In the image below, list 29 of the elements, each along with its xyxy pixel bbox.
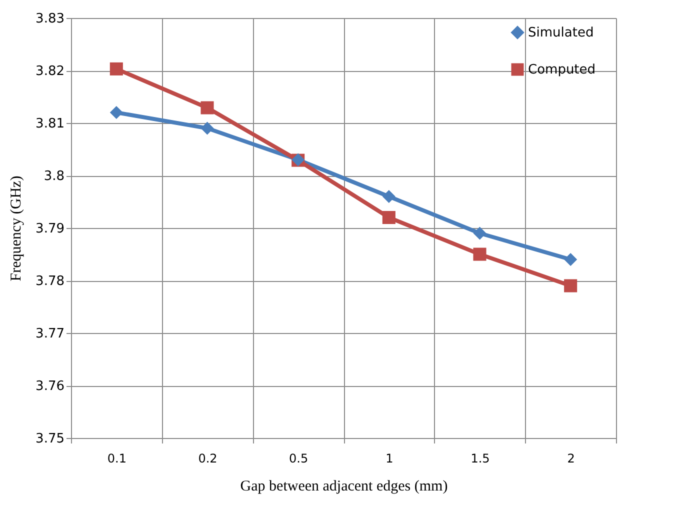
y-tick-label: 3.83 (36, 12, 64, 26)
point (473, 226, 486, 240)
x-tick-label: 0.1 (107, 452, 126, 466)
point (564, 252, 578, 266)
x-tick-label: 0.2 (198, 452, 218, 466)
y-tick-label: 3.8 (44, 169, 64, 184)
y-tick-label: 3.79 (36, 222, 64, 236)
point (382, 210, 396, 224)
point (382, 190, 396, 204)
x-tick-label: 1.5 (470, 452, 490, 466)
x-tick-label: 2 (567, 452, 575, 466)
point (200, 101, 214, 114)
y-tick-label: 3.76 (36, 379, 64, 394)
legend-label: Computed (528, 62, 596, 78)
y-tick-label: 3.78 (36, 274, 64, 289)
x-axis-title: Gap between adjacent edges (mm) (240, 478, 448, 494)
point (200, 122, 214, 135)
point (564, 279, 578, 292)
legend-label: Simulated (528, 26, 594, 40)
point (473, 248, 486, 261)
y-tick-label: 3.75 (36, 432, 64, 446)
x-tick-label: 0.5 (289, 452, 308, 466)
y-tick-label: 3.81 (36, 116, 64, 132)
y-tick-label: 3.77 (36, 326, 64, 342)
point (110, 106, 123, 120)
point (110, 62, 123, 76)
y-tick-label: 3.82 (36, 64, 64, 79)
y-axis-title: Frequency (GHz) (8, 176, 25, 282)
x-tick-label: 1 (386, 452, 394, 466)
